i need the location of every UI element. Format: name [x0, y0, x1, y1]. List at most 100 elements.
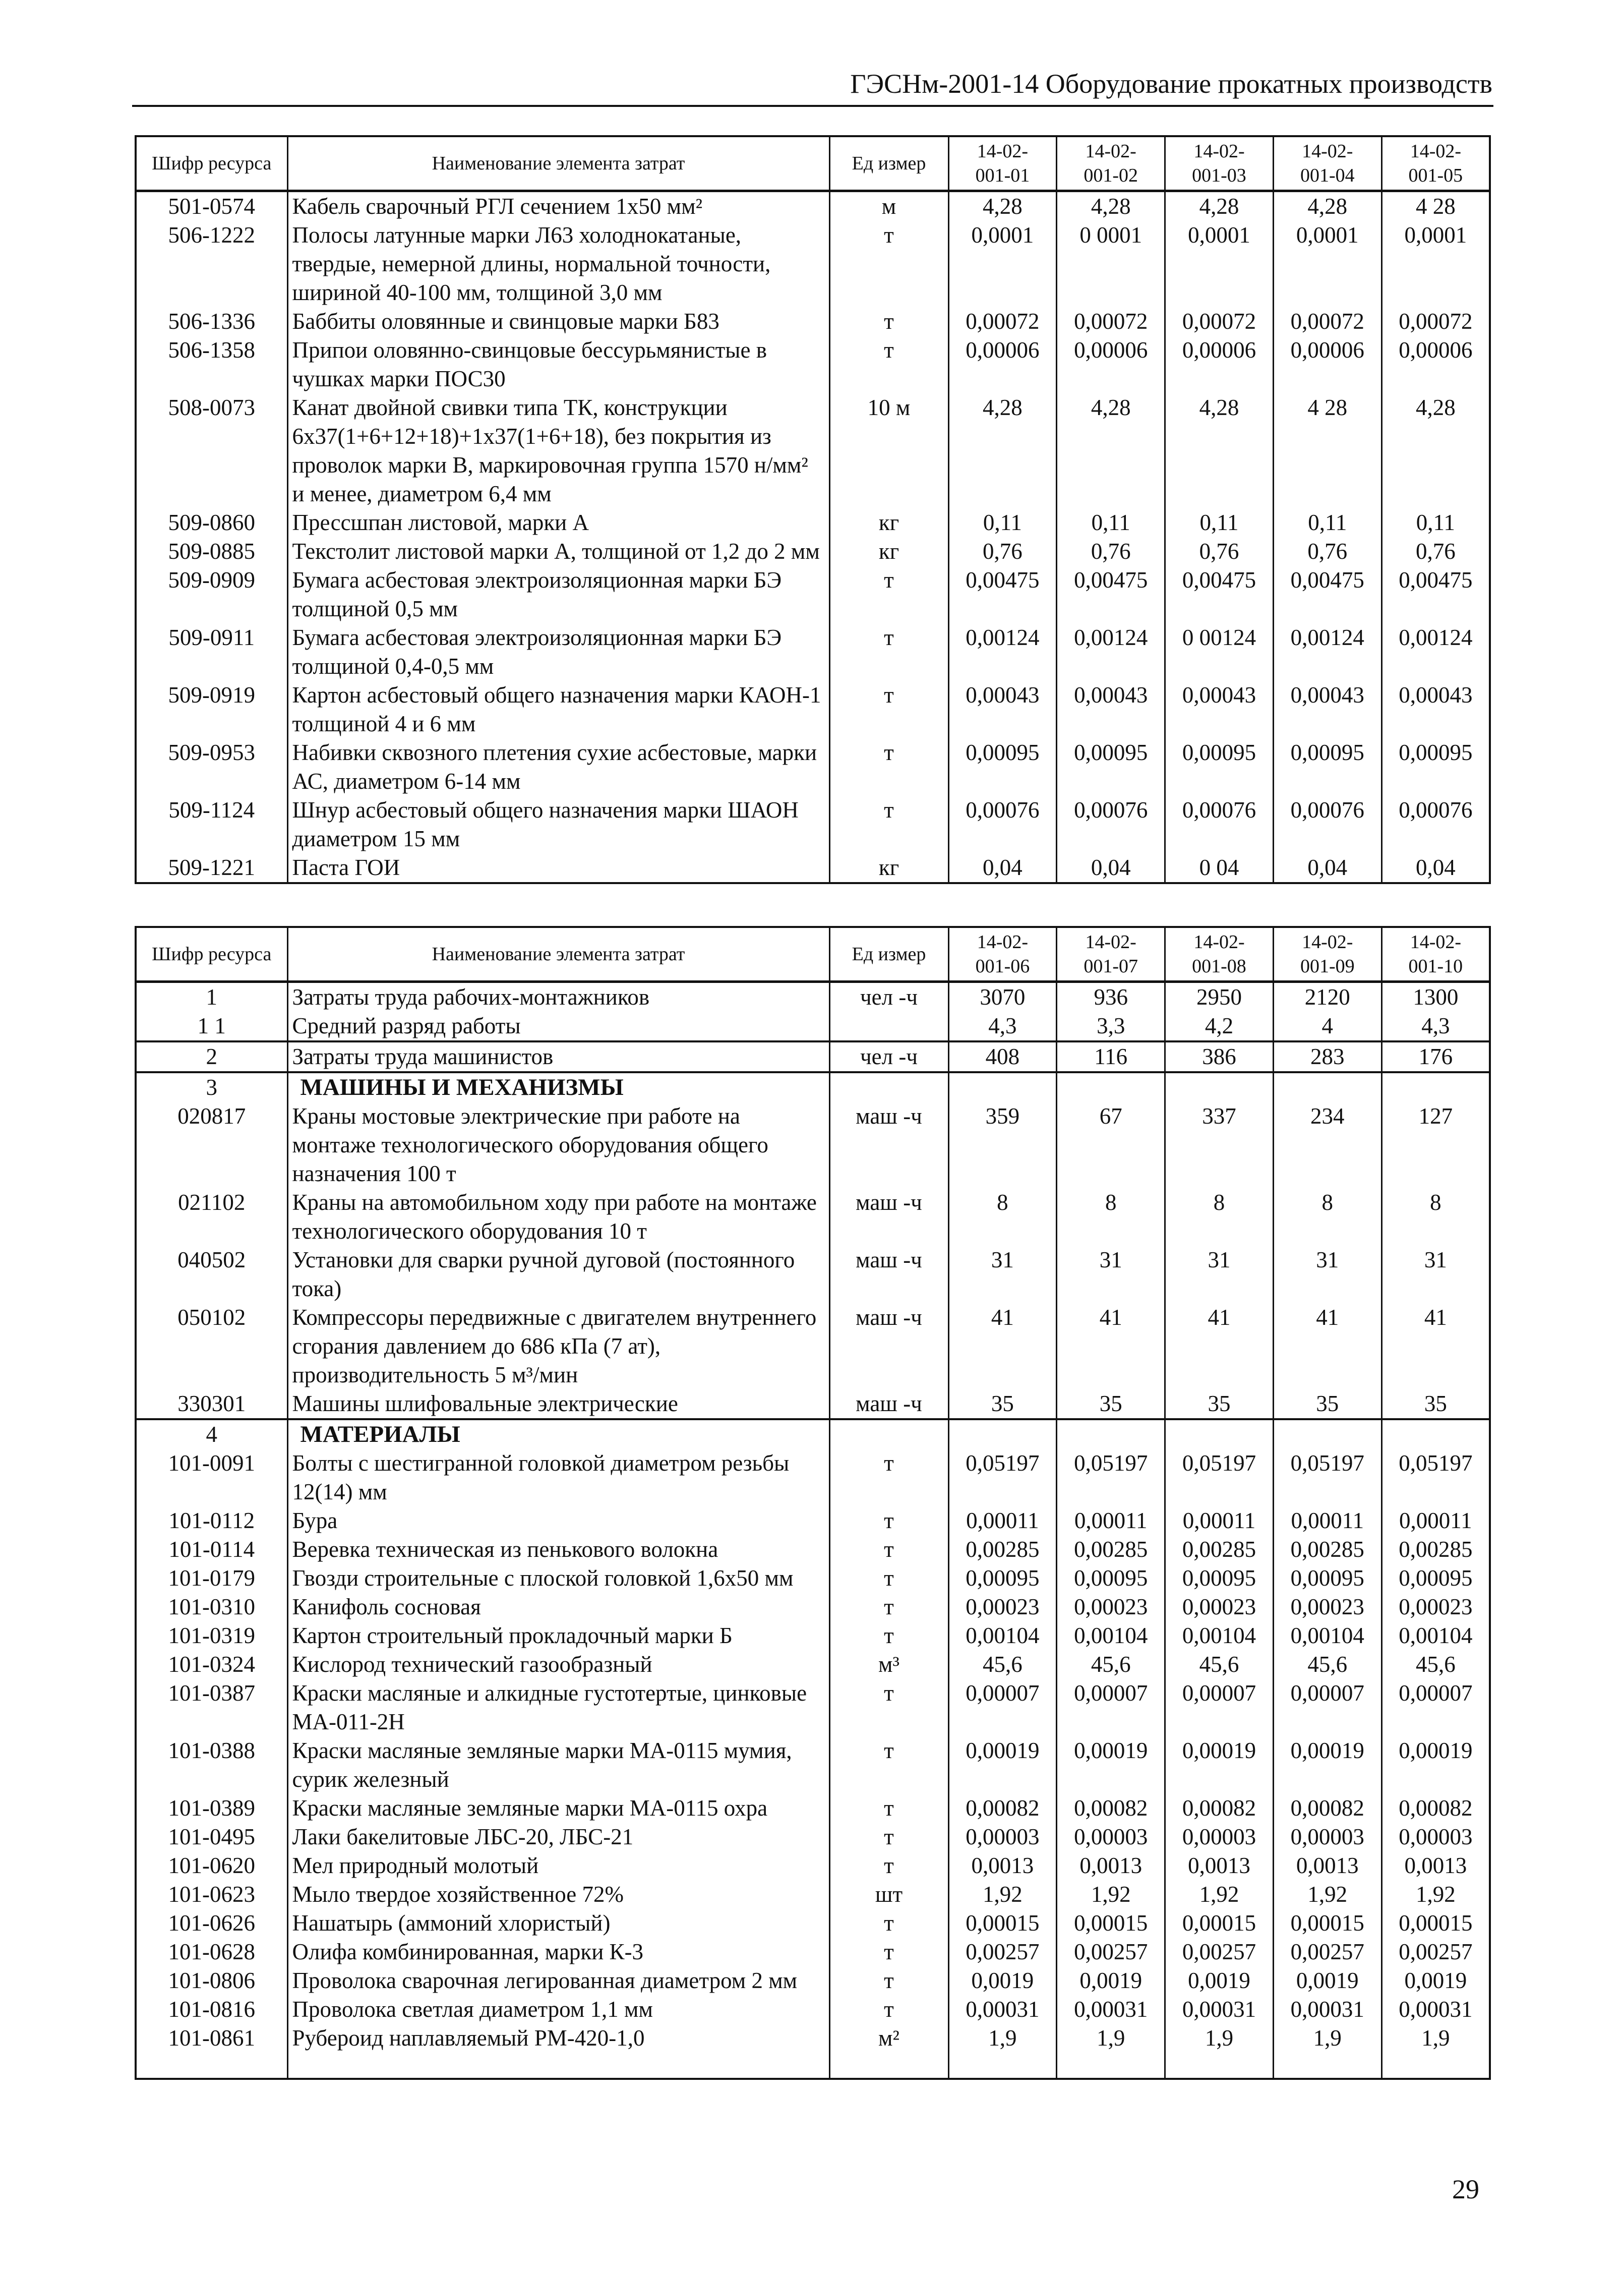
unit: 10 м [828, 393, 949, 508]
norm-value: 0,0019 [1380, 1966, 1491, 1995]
norm-value: 0,00095 [1380, 1564, 1491, 1593]
norm-value: 8 [1272, 1188, 1382, 1246]
cost-element-name: Бумага асбестовая электроизоляционная ма… [286, 623, 830, 681]
unit: маш -ч [828, 1102, 949, 1188]
cost-element-name: Проволока светлая диаметром 1,1 мм [286, 1995, 830, 2024]
norm-value: 0,00104 [1272, 1621, 1382, 1650]
norm-value: 0,0001 [1380, 221, 1491, 307]
unit: шт [828, 1880, 949, 1909]
norm-value: 0 0001 [1056, 221, 1166, 307]
unit: т [828, 1794, 949, 1823]
column-header: 14-02- 001-05 [1380, 135, 1491, 192]
norm-value: 0,0019 [1056, 1966, 1166, 1995]
norm-value: 0,00019 [1164, 1736, 1274, 1794]
resource-code: 101-0319 [135, 1621, 288, 1650]
norm-value: 0,00043 [1380, 681, 1491, 738]
norm-value: 0,00007 [947, 1679, 1058, 1736]
norm-value: 359 [947, 1102, 1058, 1188]
resource-code: 101-0324 [135, 1650, 288, 1679]
table-row: 101-0114 Веревка техническая из пеньковог… [135, 1535, 1491, 1564]
resource-code: 2 [135, 1041, 288, 1073]
norm-value: 0,00095 [1272, 1564, 1382, 1593]
norm-value: 0,00095 [1272, 738, 1382, 796]
norm-value: 0,0019 [1272, 1966, 1382, 1995]
norm-value [947, 1072, 1058, 1102]
norm-value: 45,6 [1380, 1650, 1491, 1679]
norm-value: 1,9 [947, 2024, 1058, 2079]
norm-value: 3,3 [1056, 1012, 1166, 1042]
column-header: Шифр ресурса [135, 926, 288, 983]
norm-value: 2950 [1164, 981, 1274, 1012]
unit: т [828, 336, 949, 393]
section-header-row: 4 МАТЕРИАЛЫ [135, 1419, 1491, 1449]
section-header-row: 3 МАШИНЫ И МЕХАНИЗМЫ [135, 1072, 1491, 1102]
norm-value: 0,00095 [1164, 1564, 1274, 1593]
resource-code: 508-0073 [135, 393, 288, 508]
unit: т [828, 681, 949, 738]
norm-value: 0,00011 [1380, 1506, 1491, 1535]
table-row: 101-0620 Мел природный молотый т 0,0013 0,00… [135, 1851, 1491, 1880]
norm-value: 0,00082 [1056, 1794, 1166, 1823]
cost-element-name: Полосы латунные марки Л63 холоднокатаные… [286, 221, 830, 307]
cost-element-name: МАТЕРИАЛЫ [286, 1419, 830, 1449]
norm-value: 0,00019 [947, 1736, 1058, 1794]
norm-value: 1,92 [947, 1880, 1058, 1909]
resource-code: 101-0310 [135, 1593, 288, 1621]
table-row: 2 Затраты труда машинистов чел -ч 408 116 386… [135, 1041, 1491, 1073]
column-header: 14-02- 001-01 [947, 135, 1058, 192]
column-header: 14-02- 001-06 [947, 926, 1058, 983]
norm-value: 4,3 [1380, 1012, 1491, 1042]
cost-element-name: Краны на автомобильном ходу при работе н… [286, 1188, 830, 1246]
cost-element-name: Краны мостовые электрические при работе … [286, 1102, 830, 1188]
table-row: 509-0911 Бумага асбестовая электроизоляци… [135, 623, 1491, 681]
norm-value: 4,28 [1056, 393, 1166, 508]
norm-value: 0,00475 [1056, 566, 1166, 623]
unit: т [828, 1938, 949, 1966]
table-row: 508-0073 Канат двойной свивки типа ТК, ко… [135, 393, 1491, 508]
resource-code: 506-1336 [135, 307, 288, 336]
norm-value: 936 [1056, 981, 1166, 1012]
norm-value: 0,00082 [1272, 1794, 1382, 1823]
norm-value: 4,28 [947, 191, 1058, 221]
running-header: ГЭСНм-2001-14 Оборудование прокатных про… [850, 69, 1492, 99]
table-row: 509-0885 Текстолит листовой марки А, толщ… [135, 537, 1491, 566]
norm-value: 0,00011 [1056, 1506, 1166, 1535]
norm-value: 386 [1164, 1041, 1274, 1073]
cost-element-name: Набивки сквозного плетения сухие асбесто… [286, 738, 830, 796]
table-row: 509-0909 Бумага асбестовая электроизоляци… [135, 566, 1491, 623]
column-header: 14-02- 001-09 [1272, 926, 1382, 983]
norm-value: 0,00082 [947, 1794, 1058, 1823]
norm-value: 0,00095 [1056, 738, 1166, 796]
unit: кг [828, 508, 949, 537]
cost-element-name: Припои оловянно-свинцовые бессурьмянисты… [286, 336, 830, 393]
unit: маш -ч [828, 1389, 949, 1420]
table-row: 509-0919 Картон асбестовый общего назначе… [135, 681, 1491, 738]
cost-element-name: Олифа комбинированная, марки К-3 [286, 1938, 830, 1966]
resource-code: 101-0816 [135, 1995, 288, 2024]
norm-value: 0,76 [1380, 537, 1491, 566]
table-row: 020817 Краны мостовые электрические при р… [135, 1102, 1491, 1188]
cost-element-name: Затраты труда рабочих-монтажников [286, 981, 830, 1012]
norm-value: 0,00043 [1164, 681, 1274, 738]
table-row: 101-0324 Кислород технический газообразны… [135, 1650, 1491, 1679]
resource-code: 509-0909 [135, 566, 288, 623]
cost-element-name: Проволока сварочная легированная диаметр… [286, 1966, 830, 1995]
norm-value: 0,00257 [947, 1938, 1058, 1966]
unit: т [828, 1851, 949, 1880]
norm-value: 35 [1272, 1389, 1382, 1420]
norm-value: 4,28 [947, 393, 1058, 508]
norm-value: 8 [947, 1188, 1058, 1246]
norm-value: 0,00015 [1272, 1909, 1382, 1938]
table-row: 1 Затраты труда рабочих-монтажников чел -ч… [135, 981, 1491, 1012]
unit: т [828, 1909, 949, 1938]
norm-value: 0,00031 [1056, 1995, 1166, 2024]
norm-value: 0,00072 [1164, 307, 1274, 336]
norm-value: 1,9 [1380, 2024, 1491, 2079]
norm-value: 116 [1056, 1041, 1166, 1073]
norm-value: 0,05197 [1056, 1449, 1166, 1506]
norm-value: 0,00072 [1380, 307, 1491, 336]
norm-value: 0,00124 [1056, 623, 1166, 681]
norm-value: 0,00019 [1380, 1736, 1491, 1794]
table-header-row: Шифр ресурса Наименование элемента затрат… [135, 135, 1491, 192]
table-row: 101-0310 Канифоль сосновая т 0,00023 0,00023… [135, 1593, 1491, 1621]
